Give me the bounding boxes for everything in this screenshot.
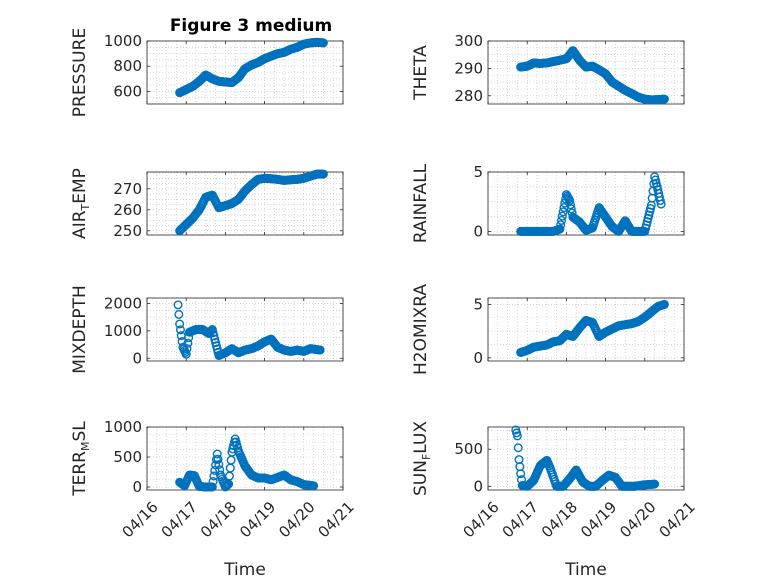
y-axis-label: PRESSURE [70,28,90,117]
y-tick-label: 0 [473,477,483,495]
y-tick-label: 1000 [104,32,142,50]
y-axis-label: RAINFALL [411,163,431,243]
y-axis-label: H2OMIXRA [411,284,431,375]
data-point-interp [226,455,236,465]
data-point-interp [207,326,217,336]
data-series [516,46,669,105]
y-tick-label: 270 [113,180,142,198]
data-point-interp [318,38,328,48]
y-tick-label: 600 [113,82,142,100]
y-tick-label: 0 [473,222,483,240]
data-series [175,169,328,236]
figure-title: Figure 3 medium [170,16,332,36]
data-point-interp [558,207,568,217]
data-point-interp [566,204,576,214]
axes-box [146,426,344,491]
data-point-interp [557,211,567,221]
axes-box [146,40,344,105]
data-point-interp [183,338,193,348]
data-point-interp [223,480,233,490]
data-point-interp [557,215,567,225]
data-point-interp [318,169,328,179]
axes-box [146,171,344,236]
data-point-interp [175,325,185,335]
y-tick-label: 0 [132,349,142,367]
data-point-interp [554,224,564,234]
y-tick-label: 260 [113,201,142,219]
data-point-interp [208,477,218,487]
data-point [212,449,222,459]
data-point-interp [659,300,669,310]
plot-area [147,172,343,235]
data-point-interp [649,479,659,489]
y-tick-label: 1000 [104,322,142,340]
y-axis-label: SUNFLUX [411,421,433,496]
axes-box [487,297,685,362]
plot-area [488,41,684,104]
data-point-interp [565,200,575,210]
axes-box [487,171,685,236]
data-point-interp [213,454,223,464]
data-point [175,319,185,329]
data-series [516,172,666,236]
data-point-interp [564,194,574,204]
data-point-interp [308,481,318,491]
y-tick-label: 300 [454,32,483,50]
subplot-pressure: 600 800 1000 PRESSURE [70,28,344,117]
y-axis-label: TERRMSL [70,421,92,497]
data-point-interp [513,443,523,453]
y-tick-label: 500 [454,440,483,458]
data-point-interp [214,460,224,470]
y-tick-label: 2000 [104,294,142,312]
subplot-mixdepth: 0 1000 2000 MIXDEPTH [70,285,344,374]
data-point-interp [646,204,656,214]
y-tick-label: 290 [454,59,483,77]
y-tick-label: 1000 [104,418,142,436]
y-tick-label: 5 [473,295,483,313]
x-axis-label: Time [564,560,607,580]
data-point-interp [182,344,192,354]
subplot-rainfall: 0 5 RAINFALL [411,163,685,243]
data-series [511,425,660,491]
data-point-interp [515,462,525,472]
data-series [175,37,328,98]
subplot-air-temp: 250 260 270 AIRTEMP [70,168,344,240]
data-point-interp [174,309,184,319]
axes-box [487,40,685,105]
y-tick-label: 5 [473,163,483,181]
data-point-interp [314,345,324,355]
data-point [173,300,183,310]
y-tick-label: 500 [113,448,142,466]
data-point-interp [556,220,566,230]
y-axis-label: THETA [411,45,431,101]
y-axis-label: MIXDEPTH [70,285,90,374]
x-axis-label: Time [223,560,266,580]
subplot-h2omixra: 0 5 H2OMIXRA [411,284,685,375]
data-series [173,300,325,361]
data-point-interp [655,192,665,202]
y-axis-label: AIRTEMP [70,168,92,239]
y-tick-label: 800 [113,57,142,75]
y-tick-label: 280 [454,87,483,105]
data-point-interp [512,428,522,438]
data-point-interp [207,482,217,492]
data-point-interp [655,196,665,206]
data-series [516,299,669,357]
data-point-interp [210,466,220,476]
axes-box [487,426,685,491]
y-tick-label: 0 [473,349,483,367]
data-series [175,434,319,492]
subplot-theta: 280 290 300 THETA [411,32,685,105]
data-point-interp [659,94,669,104]
axes-box [146,297,344,362]
y-tick-label: 250 [113,222,142,240]
y-tick-label: 0 [132,478,142,496]
